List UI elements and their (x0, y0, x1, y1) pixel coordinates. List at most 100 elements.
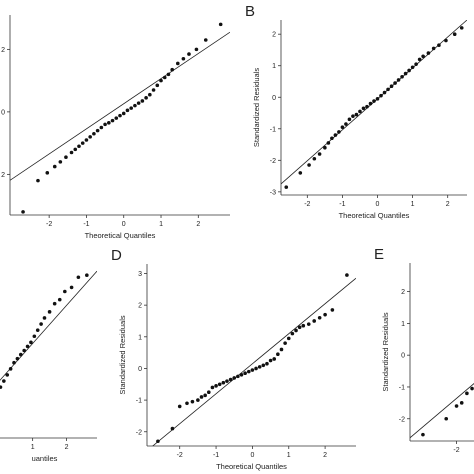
data-point (35, 328, 40, 332)
plot-area (152, 273, 356, 446)
data-point (344, 122, 348, 126)
data-point (29, 340, 33, 345)
y-tick-label: -2 (270, 158, 276, 165)
data-point (221, 380, 226, 385)
data-point (129, 106, 133, 110)
data-point (368, 101, 373, 106)
data-point (421, 432, 425, 437)
data-point (155, 83, 160, 88)
y-axis-title: Standardized Residuals (118, 315, 127, 394)
data-point (214, 384, 218, 388)
y-tick-label: 1 (138, 334, 142, 341)
data-point (470, 386, 474, 391)
data-point (36, 178, 40, 183)
panel-D: -2 -1 0 1 2 -2 -1 0 1 2 3 Theoretical Quantiles Stan… (111, 247, 356, 471)
data-point (283, 341, 287, 345)
data-point (12, 360, 16, 365)
data-point (206, 390, 211, 394)
data-point (294, 328, 298, 333)
data-point (69, 150, 74, 155)
y-tick-label: -3 (270, 189, 276, 196)
data-point (276, 352, 280, 357)
data-point (170, 426, 175, 431)
data-point (365, 104, 369, 109)
data-point (84, 138, 89, 142)
data-point (403, 71, 408, 76)
data-point (330, 308, 335, 312)
data-point (396, 78, 401, 82)
data-point (286, 336, 291, 341)
data-point (114, 116, 119, 120)
data-point (32, 334, 37, 339)
y-tick-label: 0 (401, 353, 405, 360)
data-point (88, 135, 92, 139)
data-point (407, 68, 411, 73)
data-point (18, 352, 23, 357)
data-point (133, 103, 137, 108)
data-point (148, 92, 152, 97)
y-tick-label: 0 (138, 366, 142, 373)
data-point (243, 371, 247, 376)
y-tick-label: 2 (401, 289, 405, 296)
data-point (333, 133, 338, 137)
data-point (64, 155, 68, 159)
reference-line (10, 31, 230, 181)
data-point (177, 404, 182, 409)
y-tick-label: 1 (272, 63, 276, 70)
data-point (203, 38, 208, 42)
data-point (358, 109, 362, 114)
data-point (80, 141, 85, 145)
data-point (454, 404, 459, 408)
data-point (52, 164, 57, 169)
data-point (459, 401, 464, 405)
data-point (225, 379, 229, 383)
data-point (236, 374, 240, 379)
y-tick-label: -2 (399, 416, 405, 423)
data-point (382, 90, 387, 95)
x-axis-title: uantiles (32, 454, 58, 463)
y-axis-title: Standardized Residuals (381, 312, 390, 391)
x-tick-label: 0 (122, 221, 126, 228)
data-point (125, 108, 130, 113)
data-point (347, 117, 352, 122)
data-point (326, 141, 331, 145)
data-point (444, 38, 448, 43)
data-point (306, 322, 311, 326)
x-tick-label: -2 (177, 452, 183, 459)
data-point (379, 93, 383, 98)
data-point (194, 47, 199, 52)
data-point (246, 369, 251, 374)
data-point (417, 57, 422, 62)
data-point (156, 439, 160, 444)
y-tick-label: -1 (136, 398, 142, 405)
y-tick-label: 3 (138, 271, 142, 278)
data-point (340, 125, 345, 130)
x-tick-label: -1 (213, 452, 219, 459)
data-point (69, 285, 74, 290)
data-point (47, 310, 52, 314)
data-point (210, 385, 215, 390)
data-point (317, 316, 322, 320)
x-tick-label: 2 (446, 201, 450, 208)
reference-line (152, 277, 356, 446)
data-point (301, 323, 306, 328)
x-axis-title: Theoretical Quantiles (339, 211, 410, 220)
data-point (345, 273, 349, 277)
y-tick-label: 0 (1, 109, 5, 116)
data-point (272, 357, 277, 361)
data-point (298, 171, 303, 175)
data-point (361, 106, 366, 111)
data-point (444, 416, 449, 421)
x-tick-label: 0 (250, 452, 254, 459)
x-tick-label: -1 (339, 201, 345, 208)
data-point (268, 358, 273, 363)
y-tick-label: 2 (272, 32, 276, 39)
data-point (323, 145, 327, 150)
y-tick-label: 2 (1, 47, 5, 54)
panel-letter: D (111, 247, 122, 264)
y-tick-label: -1 (399, 384, 405, 391)
data-point (297, 325, 302, 330)
x-tick-label: -2 (46, 221, 52, 228)
data-point (317, 152, 322, 156)
